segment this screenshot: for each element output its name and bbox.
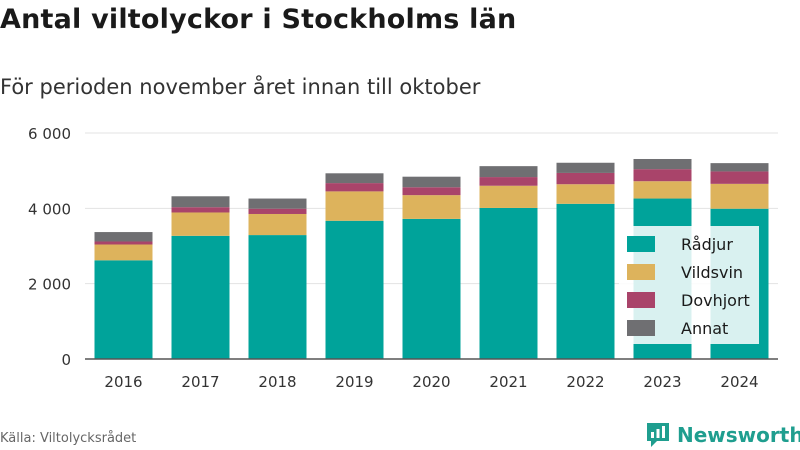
bar-segment-dovhjort xyxy=(633,169,692,182)
x-tick-label: 2020 xyxy=(412,373,450,391)
legend-label-annat: Annat xyxy=(681,319,728,338)
bar-segment-vildsvin xyxy=(94,244,153,261)
x-tick-label: 2022 xyxy=(566,373,604,391)
bar-segment-vildsvin xyxy=(556,184,615,204)
bar-segment-rådjur xyxy=(479,207,538,359)
bar-segment-annat xyxy=(402,176,461,188)
bar-segment-vildsvin xyxy=(171,212,230,236)
x-tick-label: 2018 xyxy=(258,373,296,391)
bar-segment-rådjur xyxy=(94,260,153,359)
bar-segment-dovhjort xyxy=(325,183,384,192)
x-tick-label: 2016 xyxy=(104,373,142,391)
bar-segment-vildsvin xyxy=(402,195,461,219)
y-tick-label: 6 000 xyxy=(28,125,71,143)
y-tick-label: 4 000 xyxy=(28,200,71,218)
bar-segment-vildsvin xyxy=(248,213,307,236)
bar-segment-vildsvin xyxy=(633,181,692,199)
bar-segment-dovhjort xyxy=(710,171,769,184)
chart-subtitle: För perioden november året innan till ok… xyxy=(0,75,481,99)
bar-segment-dovhjort xyxy=(171,207,230,213)
newsworthy-logo-icon xyxy=(647,423,669,447)
legend-swatch-vildsvin xyxy=(627,264,655,280)
x-tick-label: 2019 xyxy=(335,373,373,391)
y-tick-label: 2 000 xyxy=(28,276,71,294)
bar-segment-annat xyxy=(94,232,153,242)
bar-segment-annat xyxy=(171,196,230,208)
bar-segment-rådjur xyxy=(325,220,384,359)
legend-label-vildsvin: Vildsvin xyxy=(681,263,743,282)
bar-segment-annat xyxy=(325,173,384,184)
legend-swatch-dovhjort xyxy=(627,292,655,308)
newsworthy-logo-text: Newsworthy xyxy=(677,423,800,447)
source-note: Källa: Viltolycksrådet xyxy=(0,431,137,446)
bar-segment-vildsvin xyxy=(325,191,384,221)
bar-segment-rådjur xyxy=(556,203,615,359)
bar-segment-dovhjort xyxy=(402,187,461,196)
legend-swatch-rådjur xyxy=(627,236,655,252)
x-tick-label: 2017 xyxy=(181,373,219,391)
legend-swatch-annat xyxy=(627,320,655,336)
bar-segment-dovhjort xyxy=(556,172,615,185)
x-tick-label: 2024 xyxy=(720,373,758,391)
bar-segment-dovhjort xyxy=(479,177,538,186)
bar-segment-annat xyxy=(710,163,769,172)
bar-segment-annat xyxy=(556,162,615,173)
legend-label-rådjur: Rådjur xyxy=(681,235,733,254)
bar-segment-annat xyxy=(633,158,692,170)
x-tick-label: 2021 xyxy=(489,373,527,391)
bar-segment-rådjur xyxy=(248,235,307,359)
bar-segment-dovhjort xyxy=(94,241,153,245)
y-tick-label: 0 xyxy=(61,351,71,369)
legend-label-dovhjort: Dovhjort xyxy=(681,291,750,310)
chart-title: Antal viltolyckor i Stockholms län xyxy=(0,4,517,35)
bar-segment-rådjur xyxy=(171,235,230,359)
bar-segment-annat xyxy=(248,198,307,209)
bar-segment-vildsvin xyxy=(479,185,538,208)
bar-segment-annat xyxy=(479,166,538,178)
newsworthy-logo: Newsworthy xyxy=(645,421,800,449)
x-tick-label: 2023 xyxy=(643,373,681,391)
bar-segment-vildsvin xyxy=(710,183,769,209)
bar-segment-dovhjort xyxy=(248,208,307,214)
bar-segment-rådjur xyxy=(402,218,461,359)
